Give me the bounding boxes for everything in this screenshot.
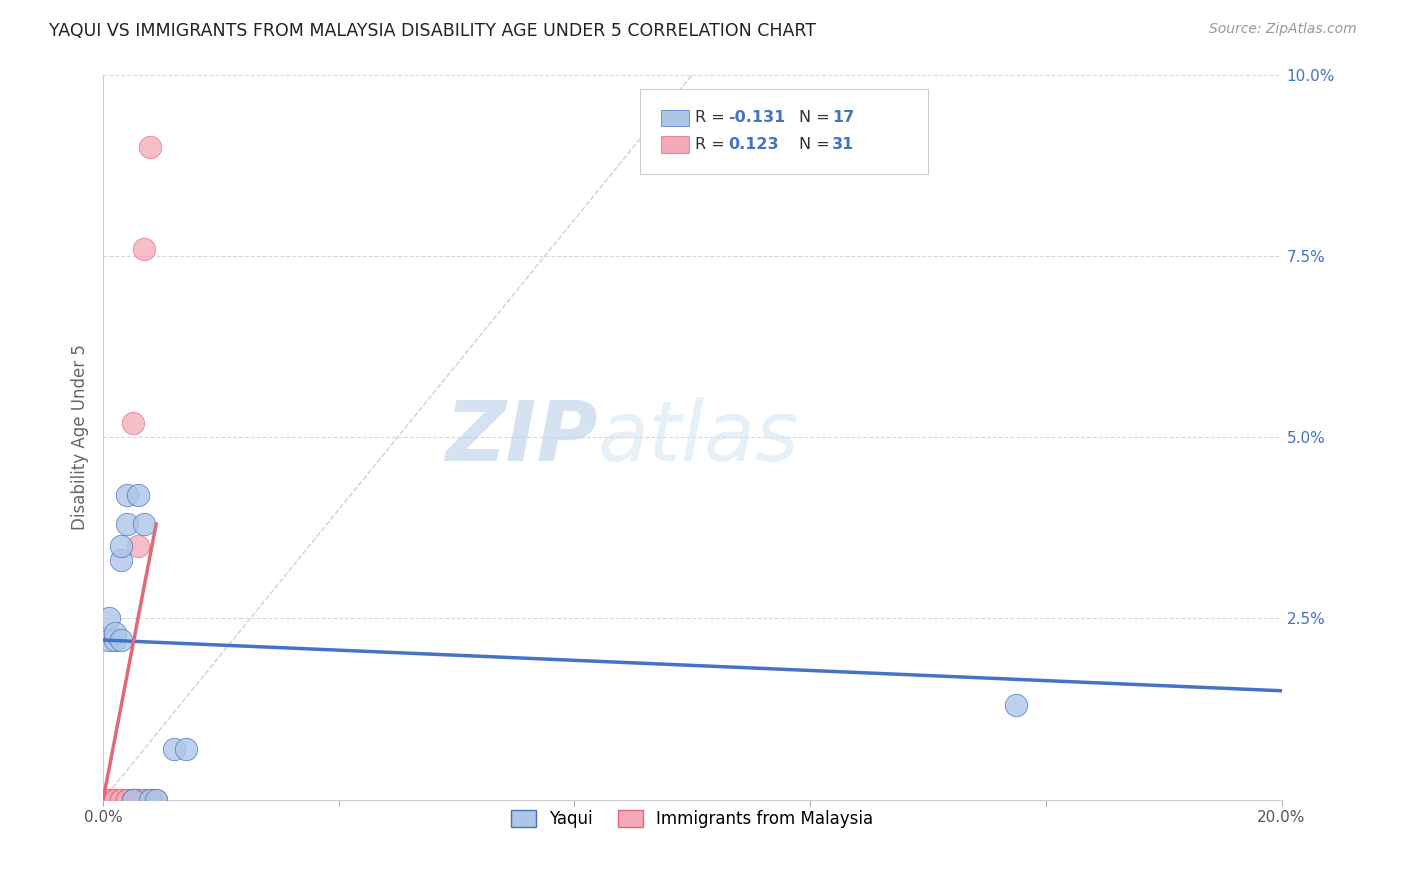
Text: R =: R =: [695, 137, 730, 152]
Point: [163, 741, 186, 756]
Point: [121, 792, 143, 806]
Point: [115, 792, 138, 806]
Point: [115, 792, 138, 806]
Point: [98, 611, 121, 625]
Point: [98, 792, 121, 806]
Text: R =: R =: [695, 111, 730, 125]
Point: [110, 792, 132, 806]
Point: [134, 792, 156, 806]
Point: [127, 792, 149, 806]
Point: [121, 792, 143, 806]
Text: ZIP: ZIP: [446, 397, 598, 477]
Point: [104, 792, 127, 806]
Point: [139, 792, 162, 806]
Point: [127, 488, 149, 502]
Point: [145, 792, 167, 806]
Point: [134, 516, 156, 531]
Point: [110, 553, 132, 567]
Point: [104, 792, 127, 806]
Point: [121, 792, 143, 806]
Text: N =: N =: [799, 111, 835, 125]
Point: [121, 792, 143, 806]
Text: YAQUI VS IMMIGRANTS FROM MALAYSIA DISABILITY AGE UNDER 5 CORRELATION CHART: YAQUI VS IMMIGRANTS FROM MALAYSIA DISABI…: [49, 22, 817, 40]
Point: [115, 792, 138, 806]
Point: [121, 416, 143, 430]
Point: [1005, 698, 1028, 713]
Y-axis label: Disability Age Under 5: Disability Age Under 5: [72, 344, 89, 530]
Text: atlas: atlas: [598, 397, 800, 477]
Point: [134, 242, 156, 256]
Point: [98, 792, 121, 806]
Point: [145, 792, 167, 806]
Point: [94, 792, 117, 806]
Point: [110, 633, 132, 648]
Point: [115, 516, 138, 531]
Text: N =: N =: [799, 137, 835, 152]
Point: [104, 625, 127, 640]
Point: [127, 792, 149, 806]
Point: [110, 792, 132, 806]
Point: [115, 792, 138, 806]
Point: [104, 633, 127, 648]
Text: 17: 17: [832, 111, 855, 125]
Text: Source: ZipAtlas.com: Source: ZipAtlas.com: [1209, 22, 1357, 37]
Text: -0.131: -0.131: [728, 111, 786, 125]
Point: [139, 792, 162, 806]
Point: [110, 539, 132, 553]
Point: [134, 792, 156, 806]
Point: [121, 792, 143, 806]
Legend: Yaqui, Immigrants from Malaysia: Yaqui, Immigrants from Malaysia: [505, 803, 880, 835]
Point: [174, 741, 197, 756]
Point: [115, 488, 138, 502]
Point: [98, 792, 121, 806]
Text: 0.123: 0.123: [728, 137, 779, 152]
Point: [110, 792, 132, 806]
Point: [110, 792, 132, 806]
Point: [139, 140, 162, 154]
Point: [127, 539, 149, 553]
Text: 31: 31: [832, 137, 855, 152]
Point: [98, 633, 121, 648]
Point: [104, 792, 127, 806]
Point: [127, 792, 149, 806]
Point: [134, 792, 156, 806]
